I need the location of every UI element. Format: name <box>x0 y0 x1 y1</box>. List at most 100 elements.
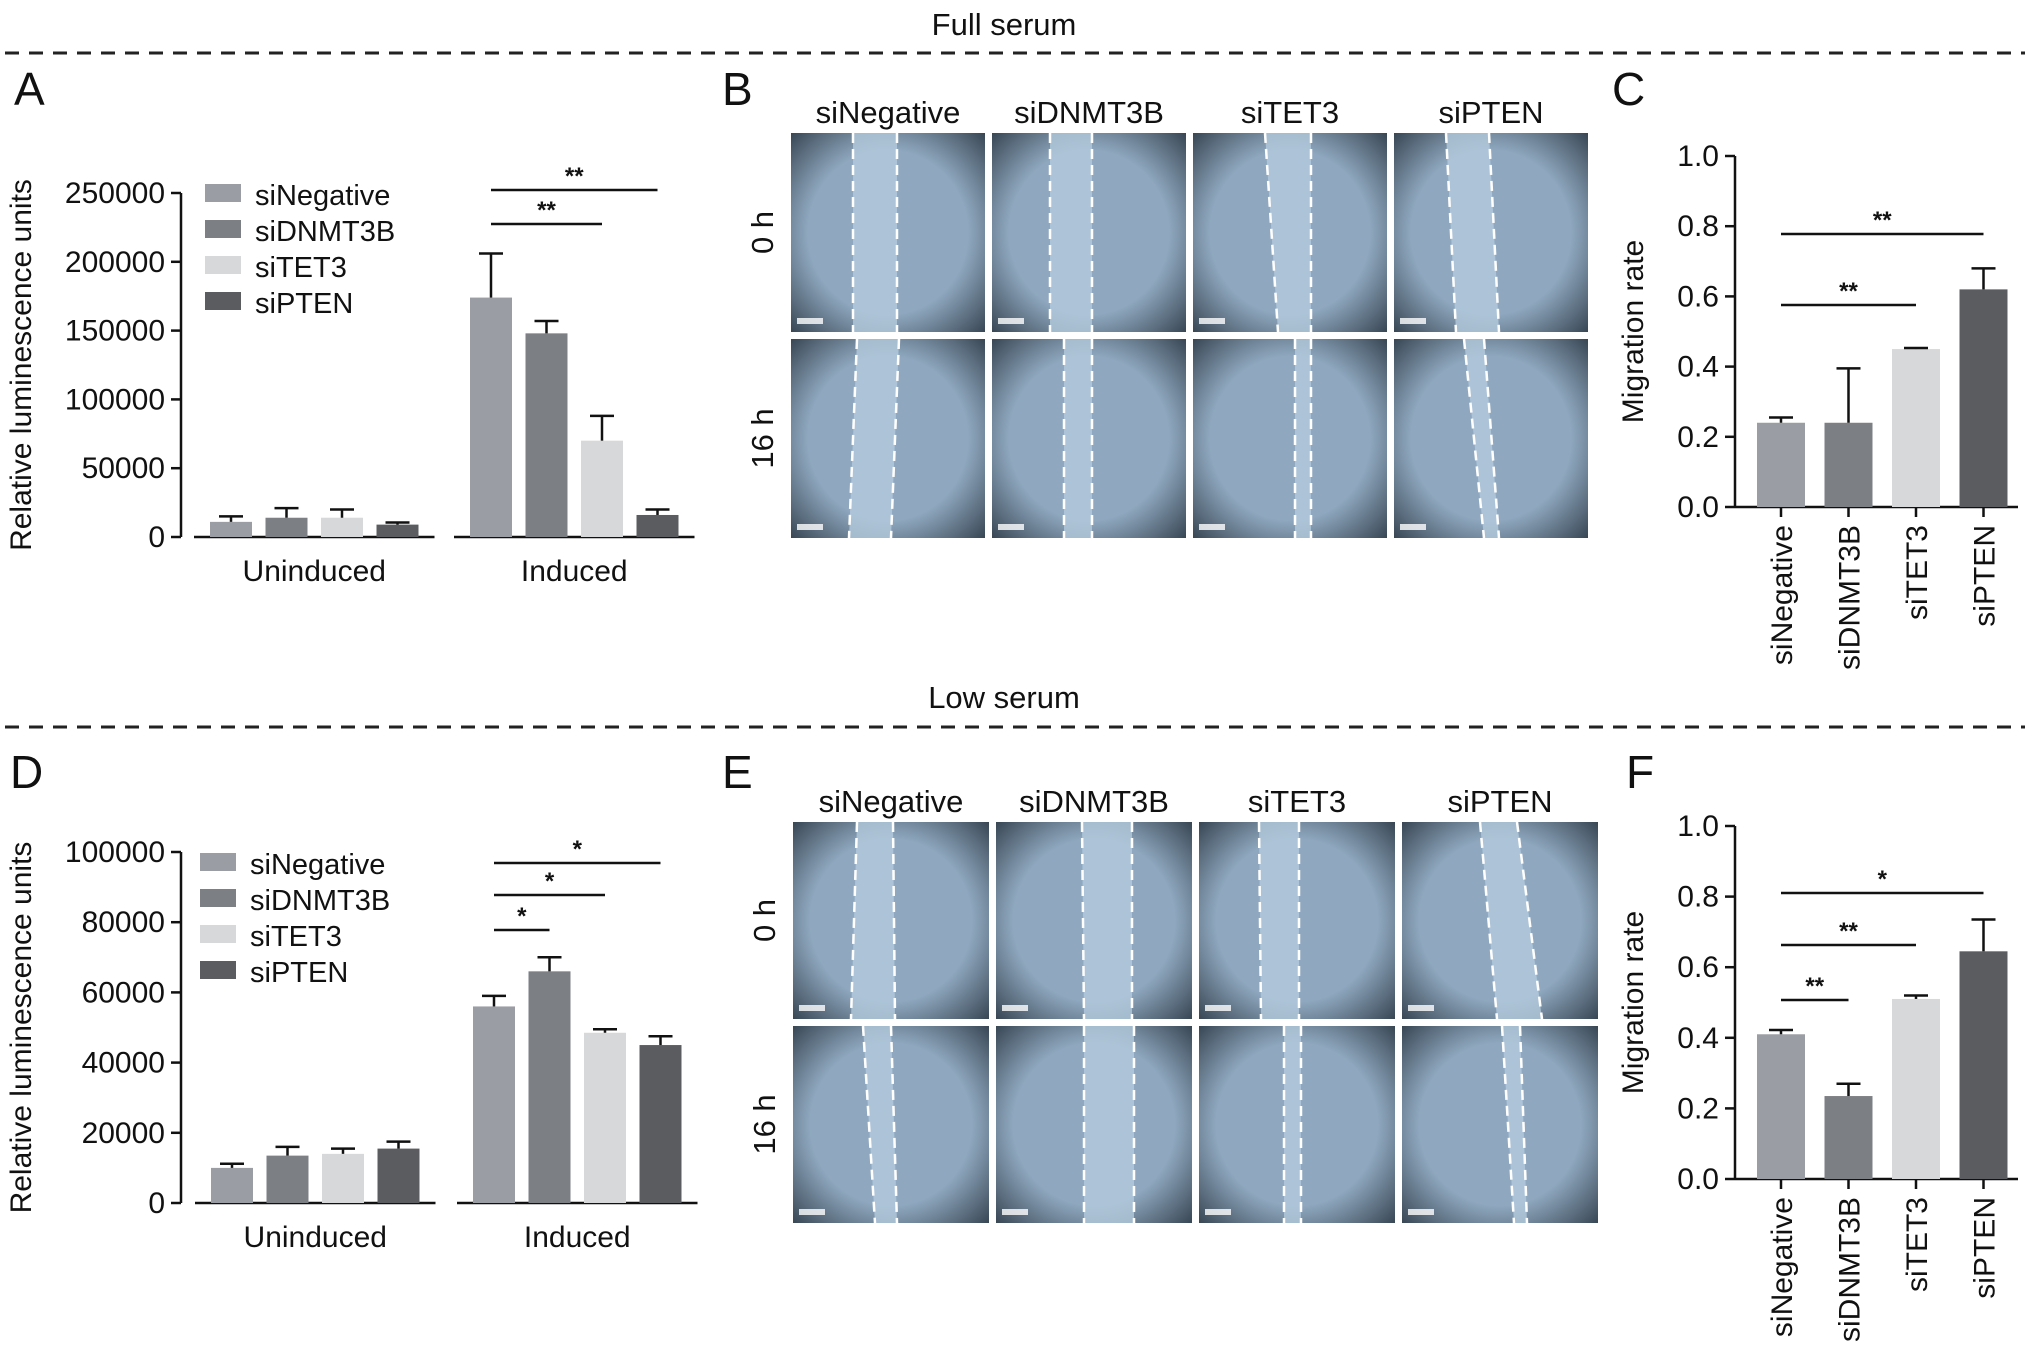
bar <box>636 514 679 537</box>
x-category-label: siNegative <box>1766 525 1799 665</box>
significance-label: * <box>545 868 555 895</box>
legend-label: siTET3 <box>250 921 342 953</box>
column-label: siTET3 <box>1241 95 1339 130</box>
panel-label-e: E <box>722 746 753 798</box>
chart-panel-c: 0.0 0.2 0.4 0.6 0.8 1.0 Migration rate siNegati… <box>1617 140 2018 670</box>
bar <box>528 971 571 1203</box>
y-tick-label: 100000 <box>65 836 165 869</box>
x-category-label: siPTEN <box>1969 525 2002 627</box>
y-tick-label: 0.6 <box>1677 280 1719 313</box>
bar <box>473 1006 515 1203</box>
x-category-label: siPTEN <box>1969 1197 2002 1299</box>
y-tick-label: 0.2 <box>1677 1092 1719 1125</box>
scale-bar <box>1002 1209 1028 1215</box>
wound-area <box>1464 339 1499 538</box>
y-tick-label: 0 <box>148 1187 165 1220</box>
scale-bar <box>1205 1209 1231 1215</box>
wound-edge-line <box>1487 132 1501 333</box>
bar <box>584 1032 626 1203</box>
wound-edge-line <box>847 338 859 539</box>
wound-area <box>851 822 895 1019</box>
significance-label: ** <box>1805 973 1824 1000</box>
legend-label: siNegative <box>250 849 385 881</box>
wound-edge-line <box>1478 821 1499 1020</box>
wound-edge-line <box>1500 1025 1516 1224</box>
y-tick-label: 40000 <box>82 1047 165 1080</box>
wound-edge-line <box>891 821 897 1020</box>
scale-bar <box>1002 1005 1028 1011</box>
wound-area <box>1050 133 1092 332</box>
bar <box>265 517 308 537</box>
wound-area <box>1284 1026 1301 1223</box>
bar <box>1959 951 2008 1179</box>
scale-bar <box>1400 318 1426 324</box>
wound-area <box>849 339 899 538</box>
bar <box>525 333 568 537</box>
y-tick-label: 0.4 <box>1677 351 1719 384</box>
wound-edge-line <box>1080 821 1086 1020</box>
wound-area <box>1446 133 1499 332</box>
bar <box>1824 422 1873 507</box>
y-axis-title: Relative luminescence units <box>5 842 38 1214</box>
column-label: siDNMT3B <box>1014 95 1164 130</box>
panel-label-f: F <box>1626 746 1654 798</box>
wound-edge-line <box>861 1025 877 1224</box>
x-category-label: siNegative <box>1766 1197 1799 1337</box>
legend-swatch <box>200 889 236 907</box>
legend-label: siPTEN <box>255 288 353 320</box>
column-label: siNegative <box>819 784 964 819</box>
y-tick-label: 100000 <box>65 383 165 416</box>
y-tick-label: 0.6 <box>1677 951 1719 984</box>
scale-bar <box>797 524 823 530</box>
wound-area <box>1265 133 1311 332</box>
y-tick-label: 200000 <box>65 246 165 279</box>
section-title-low-serum: Low serum <box>928 680 1080 715</box>
wound-edge-line <box>1257 821 1263 1020</box>
y-tick-label: 0.0 <box>1677 491 1719 524</box>
y-axis-title: Relative luminescence units <box>5 179 38 551</box>
x-category-label: Induced <box>524 1221 631 1254</box>
y-tick-label: 1.0 <box>1677 810 1719 843</box>
x-category-label: siDNMT3B <box>1834 1197 1867 1342</box>
wound-edge-line <box>1518 1025 1529 1224</box>
x-category-label: siDNMT3B <box>1834 525 1867 670</box>
y-tick-label: 0.0 <box>1677 1163 1719 1196</box>
panel-label-c: C <box>1612 63 1645 115</box>
chart-panel-a: 0 50000 100000 150000 200000 250000 Relative l… <box>5 163 695 588</box>
scale-bar <box>1199 318 1225 324</box>
scale-bar <box>1408 1005 1434 1011</box>
significance-label: * <box>1878 866 1888 893</box>
y-tick-label: 150000 <box>65 315 165 348</box>
significance-label: ** <box>1839 918 1858 945</box>
wound-area <box>1259 822 1299 1019</box>
panel-label-a: A <box>14 63 45 115</box>
y-tick-label: 0.8 <box>1677 210 1719 243</box>
microscopy-image <box>1402 1026 1598 1223</box>
legend-label: siNegative <box>255 180 390 212</box>
microscopy-panel-e: siNegative siDNMT3B siTET3 siPTEN 0 h 16 h <box>747 784 1598 1224</box>
scale-bar <box>998 318 1024 324</box>
y-tick-label: 20000 <box>82 1117 165 1150</box>
wound-area <box>1084 1026 1134 1223</box>
microscopy-panel-b: siNegative siDNMT3B siTET3 siPTEN 0 h 16 h <box>745 95 1588 539</box>
wound-area <box>1082 822 1132 1019</box>
wound-edge-line <box>1263 132 1280 333</box>
significance-label: ** <box>565 163 584 190</box>
x-category-label: Induced <box>521 555 628 588</box>
wound-area <box>1480 822 1542 1019</box>
x-category-label: Uninduced <box>243 555 386 588</box>
column-label: siPTEN <box>1438 95 1543 130</box>
bar <box>1892 998 1940 1179</box>
chart-panel-f: 0.0 0.2 0.4 0.6 0.8 1.0 Migration rate siNegati… <box>1617 810 2018 1342</box>
column-label: siPTEN <box>1447 784 1552 819</box>
bar <box>1824 1096 1873 1179</box>
wound-edge-line <box>1444 132 1458 333</box>
scale-bar <box>799 1209 825 1215</box>
legend-swatch <box>205 256 241 274</box>
scale-bar <box>1408 1209 1434 1215</box>
wound-area <box>1295 339 1311 538</box>
panel-label-d: D <box>10 746 43 798</box>
bar <box>1959 289 2008 507</box>
wound-edge-line <box>1462 338 1486 539</box>
y-tick-label: 1.0 <box>1677 140 1719 173</box>
